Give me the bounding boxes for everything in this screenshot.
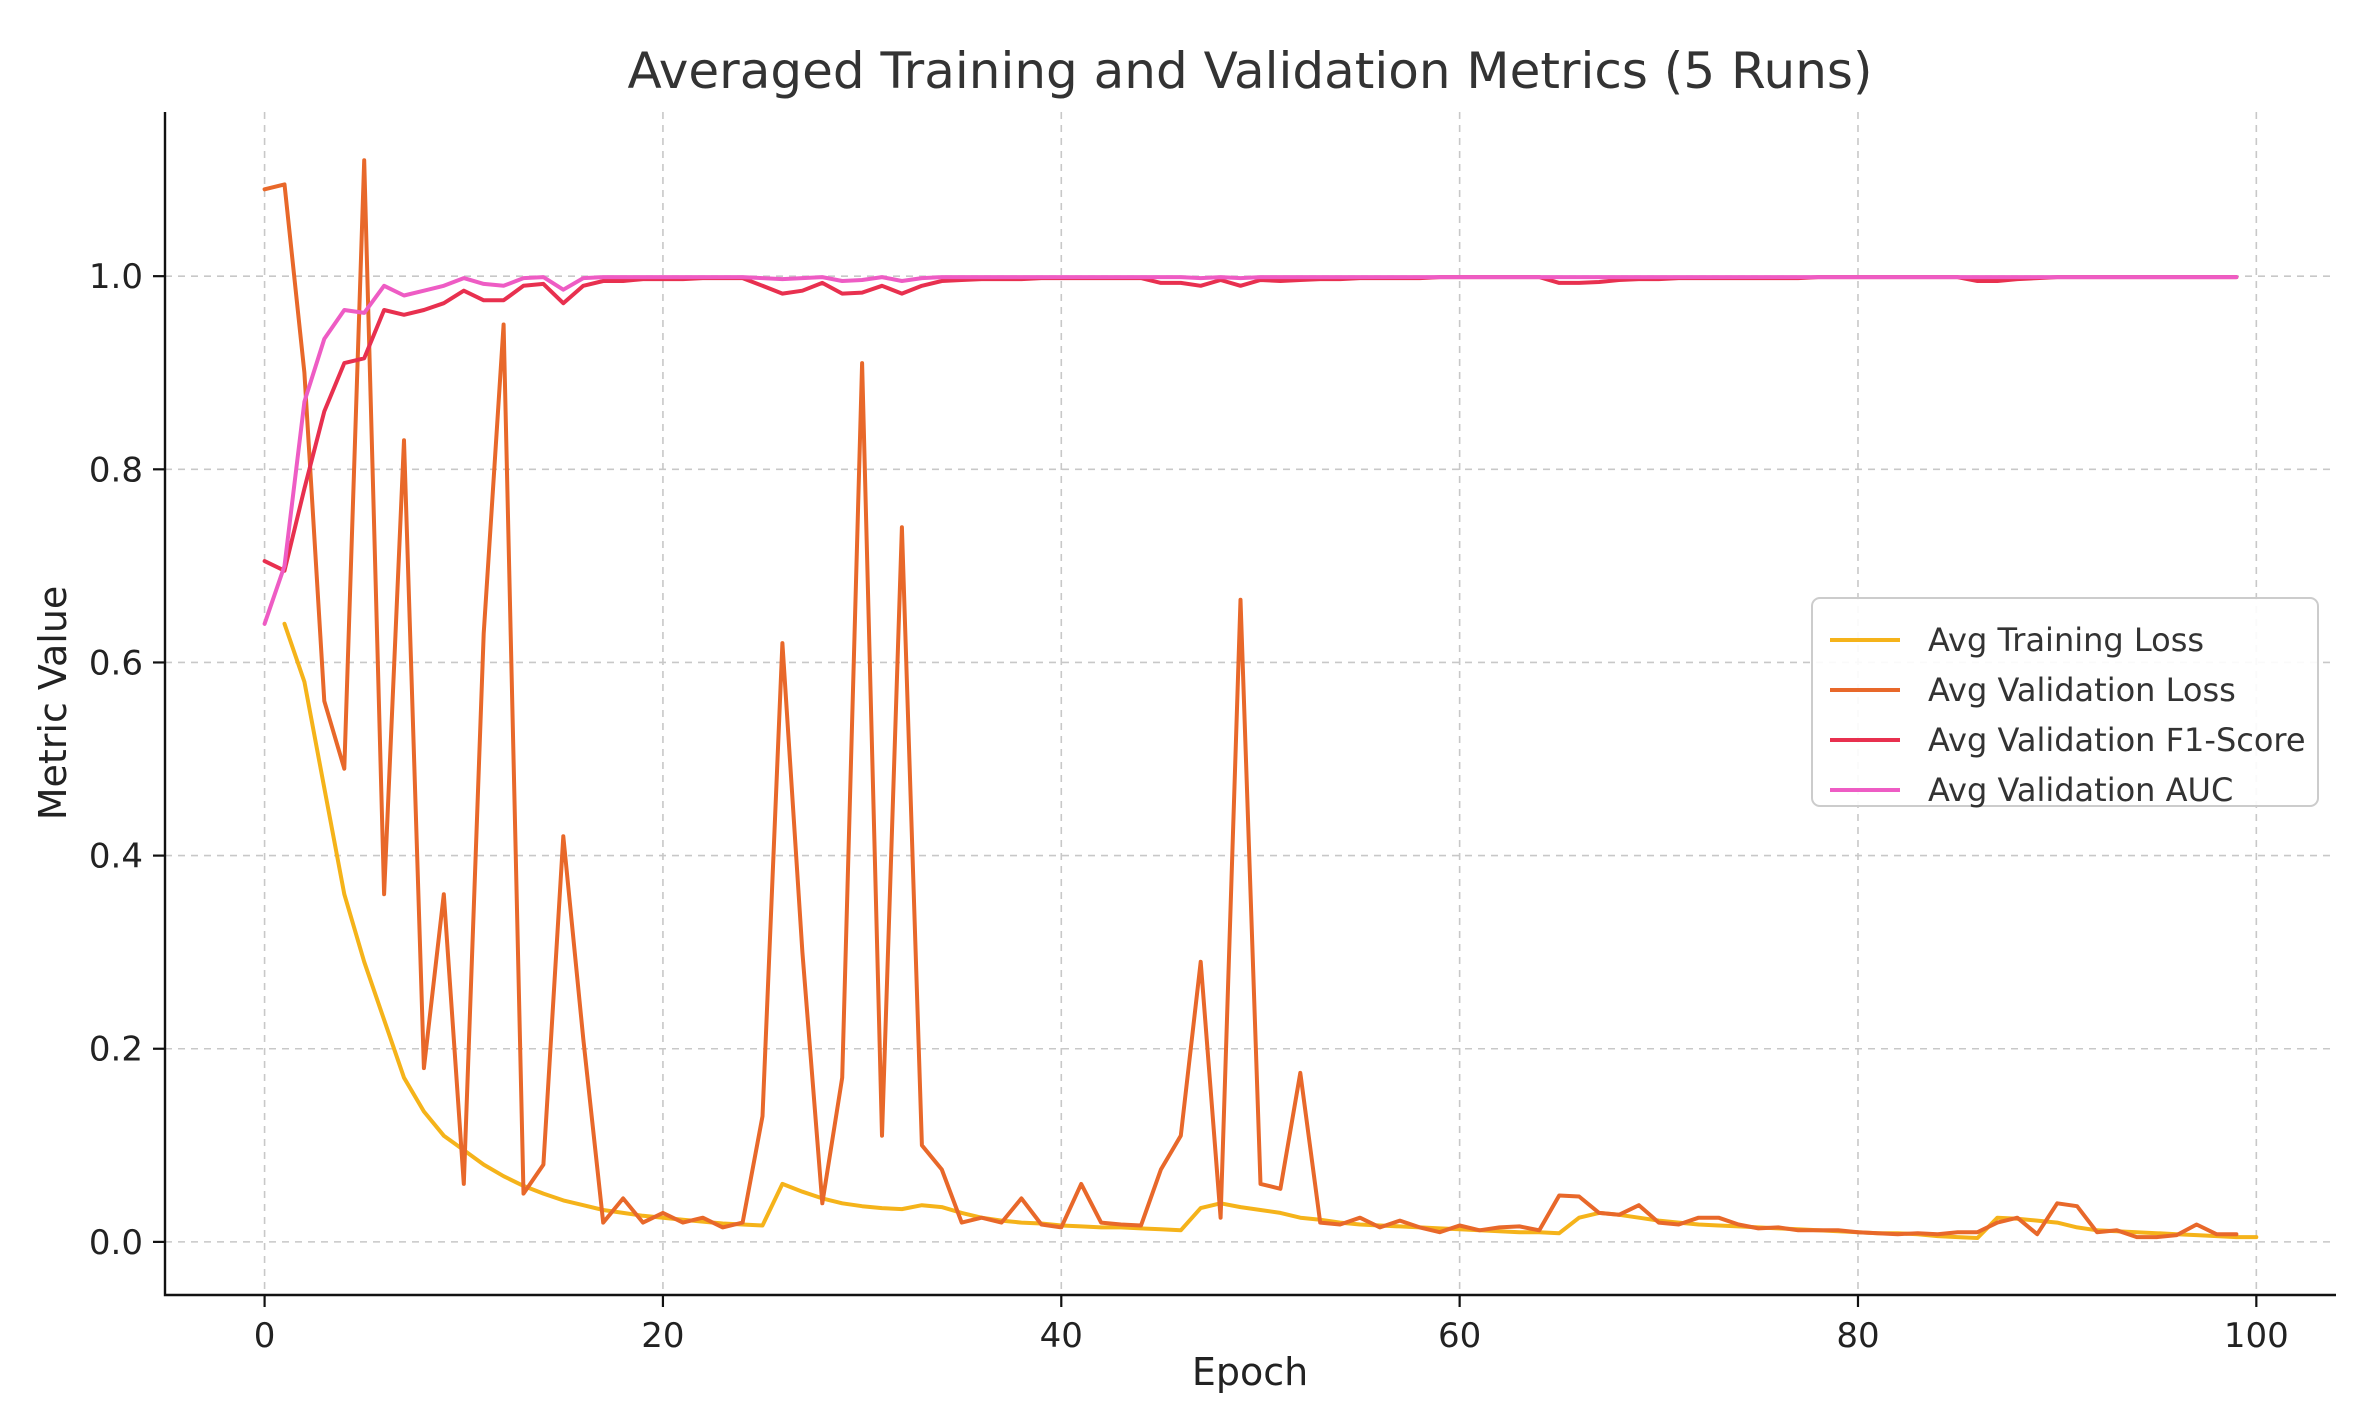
x-tick-label: 60 [1438,1316,1481,1356]
chart-title: Averaged Training and Validation Metrics… [628,42,1873,100]
x-tick-label: 0 [254,1316,276,1356]
legend: Avg Training Loss Avg Validation Loss Avg … [1811,597,2319,809]
axes-spine [163,112,2336,1297]
y-axis-ticks: 0.0 0.2 0.4 0.6 0.8 1.0 [89,257,165,1263]
x-tick-label: 80 [1836,1316,1879,1356]
x-tick-label: 100 [2224,1316,2289,1356]
series-layer [262,158,2259,1240]
x-axis-label: Epoch [1192,1350,1308,1394]
legend-label-avg-training-loss: Avg Training Loss [1928,621,2204,659]
series-line-avg-validation-auc [262,275,2239,626]
series-line-avg-validation-loss [262,158,2239,1240]
y-tick-label: 1.0 [89,257,143,297]
legend-label-avg-validation-loss: Avg Validation Loss [1928,671,2236,709]
y-tick-label: 0.2 [89,1030,143,1070]
y-tick-label: 0.8 [89,450,143,490]
y-tick-label: 0.6 [89,643,143,683]
x-tick-label: 20 [641,1316,684,1356]
x-axis-ticks: 0 20 40 60 80 100 [254,1295,2289,1356]
y-tick-label: 0.0 [89,1223,143,1263]
y-axis-label: Metric Value [31,586,75,821]
legend-box [1811,597,2319,807]
y-tick-label: 0.4 [89,837,143,877]
legend-label-avg-validation-f1-score: Avg Validation F1-Score [1928,721,2306,759]
x-tick-label: 40 [1040,1316,1083,1356]
legend-label-avg-validation-auc: Avg Validation AUC [1928,771,2233,809]
